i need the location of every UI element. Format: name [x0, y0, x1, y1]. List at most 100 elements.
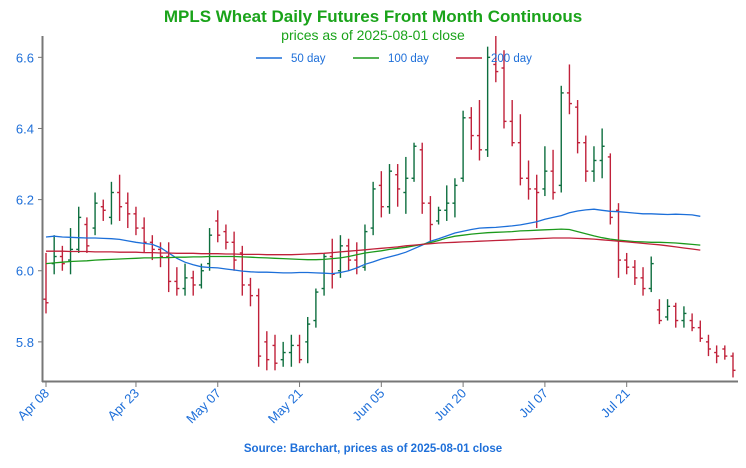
ma50-line [45, 208, 701, 275]
ohlc-bar [190, 270, 196, 296]
ohlc-bar [656, 299, 662, 325]
ohlc-bar [59, 245, 65, 271]
legend-label: 100 day [388, 53, 429, 65]
ohlc-bar [182, 263, 188, 296]
ohlc-bar [370, 181, 376, 236]
ohlc-bar [305, 316, 311, 364]
ohlc-bar [591, 146, 597, 182]
ohlc-bar [575, 100, 581, 154]
ohlc-bar [436, 206, 442, 225]
ohlc-bar [452, 178, 458, 218]
ohlc-bar [141, 217, 147, 253]
ohlc-bar [517, 114, 523, 186]
ohlc-bar [403, 156, 409, 214]
ohlc-bar [411, 142, 417, 182]
ohlc-bar [264, 331, 270, 371]
ohlc-bar [117, 174, 123, 221]
ohlc-bar [566, 64, 572, 115]
x-tick-label: Jul 07 [516, 386, 551, 421]
ohlc-bar [280, 341, 286, 367]
ohlc-bar [198, 263, 204, 289]
ohlc-bar [665, 299, 671, 321]
ohlc-bar [493, 36, 499, 83]
ohlc-bar [346, 238, 352, 271]
x-tick-label: Jun 05 [349, 386, 387, 424]
ohlc-bar [272, 334, 278, 371]
ohlc-bar [100, 199, 106, 221]
chart-subtitle: prices as of 2025-08-01 close [281, 27, 465, 43]
ohlc-bar [337, 235, 343, 278]
ohlc-bar [395, 164, 401, 207]
ohlc-bar [607, 153, 613, 225]
y-tick-label: 6.0 [16, 264, 34, 279]
ohlc-bar [427, 196, 433, 243]
ohlc-bars [43, 36, 736, 378]
ohlc-bar [166, 242, 172, 293]
ohlc-bar [444, 185, 450, 221]
ohlc-bar [215, 210, 221, 243]
ohlc-bar [648, 256, 654, 293]
ohlc-bar [730, 352, 736, 378]
ohlc-bar [84, 217, 90, 253]
moving-averages [45, 208, 701, 275]
ohlc-bar [673, 302, 679, 328]
ma200-line [46, 237, 701, 256]
x-tick-label: Jul 21 [598, 386, 633, 421]
x-tick-label: May 07 [183, 386, 224, 427]
ohlc-bar [542, 146, 548, 197]
ohlc-bar [583, 135, 589, 182]
x-tick-label: Jun 20 [431, 386, 469, 424]
ohlc-bar [476, 100, 482, 161]
ohlc-bar [378, 171, 384, 218]
ohlc-bar [468, 107, 474, 150]
ohlc-bar [329, 238, 335, 289]
y-tick-label: 6.2 [16, 193, 34, 208]
ohlc-bar [223, 224, 229, 250]
ohlc-bar [149, 235, 155, 261]
ohlc-bar [288, 334, 294, 367]
y-tick-label: 6.4 [16, 121, 34, 136]
ohlc-bar [632, 260, 638, 285]
ohlc-bar [501, 50, 507, 129]
ohlc-bar [321, 252, 327, 296]
x-tick-label: Apr 23 [104, 386, 142, 424]
legend-label: 50 day [291, 53, 326, 65]
ohlc-bar [76, 206, 82, 253]
ohlc-bar [313, 288, 319, 328]
source-note: Source: Barchart, prices as of 2025-08-0… [243, 443, 503, 455]
ohlc-bar [558, 85, 564, 193]
ohlc-bar [714, 345, 720, 364]
x-ticks: Apr 08 Apr 23 May 07 May 21 Jun 05 Jun 20 Jul … [14, 382, 633, 427]
ohlc-bar [256, 288, 262, 367]
ohlc-bar [51, 235, 57, 275]
ohlc-bar [599, 128, 605, 179]
ohlc-bar [624, 252, 630, 275]
x-tick-label: Apr 08 [14, 386, 52, 424]
x-tick-label: May 21 [265, 386, 306, 427]
ohlc-bar [247, 277, 253, 307]
ohlc-bar [509, 100, 515, 147]
ohlc-bar [550, 149, 556, 200]
ohlc-bar [640, 267, 646, 296]
ohlc-bar [125, 192, 131, 229]
ohlc-bar [43, 252, 49, 314]
ohlc-bar [534, 174, 540, 229]
ohlc-bar [419, 142, 425, 214]
y-tick-label: 5.8 [16, 335, 34, 350]
ohlc-bar [92, 192, 98, 236]
ohlc-bar [174, 267, 180, 296]
ohlc-bar [387, 164, 392, 214]
ma100-line [45, 228, 701, 265]
ohlc-bar [705, 334, 711, 357]
ohlc-bar [362, 224, 368, 271]
ohlc-bar [722, 345, 728, 360]
ohlc-bar [108, 181, 114, 225]
chart-title: MPLS Wheat Daily Futures Front Month Con… [163, 7, 583, 26]
ohlc-bar [354, 242, 360, 275]
legend: 50 day 100 day 200 day [256, 53, 532, 65]
ohlc-bar [526, 160, 532, 200]
ohlc-bar [681, 306, 687, 328]
legend-label: 200 day [491, 53, 532, 65]
ohlc-bar [697, 320, 703, 342]
